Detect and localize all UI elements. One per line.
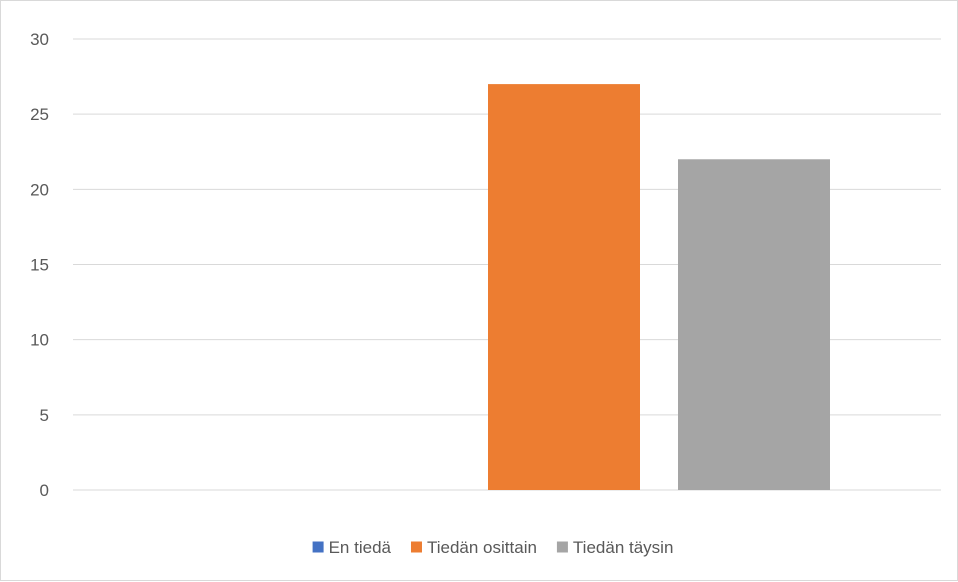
bar-tied-n-osittain: [488, 84, 640, 490]
y-tick-label: 15: [30, 256, 49, 275]
legend-label: En tiedä: [329, 538, 392, 557]
bar-tied-n-t-ysin: [678, 159, 830, 490]
legend-swatch: [556, 541, 568, 553]
y-tick-label: 25: [30, 105, 49, 124]
legend-label: Tiedän osittain: [427, 538, 537, 557]
bars: [488, 84, 830, 490]
legend-swatch: [410, 541, 422, 553]
y-axis-tick-labels: 0 5 10 15 20 25 30: [30, 30, 49, 500]
y-tick-label: 30: [30, 30, 49, 49]
y-tick-label: 5: [40, 406, 49, 425]
legend-label: Tiedän täysin: [573, 538, 673, 557]
y-tick-label: 20: [30, 180, 49, 199]
legend-swatch: [312, 541, 324, 553]
y-tick-label: 10: [30, 331, 49, 350]
legend: En tiedä Tiedän osittain Tiedän täysin: [312, 538, 673, 557]
y-tick-label: 0: [40, 481, 49, 500]
